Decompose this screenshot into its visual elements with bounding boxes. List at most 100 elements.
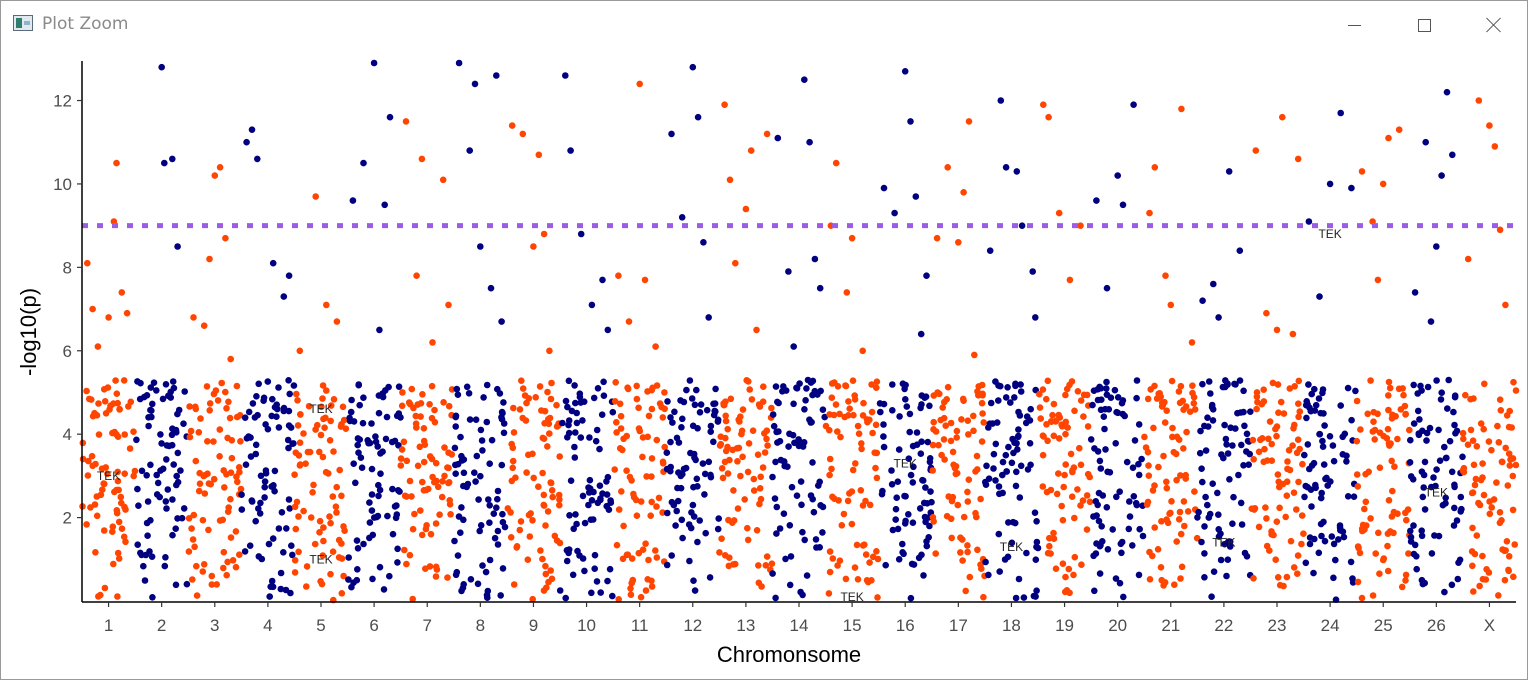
- data-point: [1099, 538, 1106, 545]
- data-point: [880, 421, 887, 428]
- data-point: [624, 551, 632, 558]
- data-point: [673, 434, 681, 442]
- data-point: [674, 484, 681, 492]
- data-point: [102, 464, 110, 471]
- data-point: [556, 453, 563, 460]
- data-point: [826, 426, 833, 434]
- data-point: [97, 491, 105, 499]
- data-point: [868, 381, 875, 388]
- data-point: [225, 504, 232, 511]
- data-point: [754, 451, 762, 459]
- data-point: [1375, 529, 1382, 537]
- data-point: [295, 513, 302, 520]
- data-point: [922, 484, 929, 491]
- data-point: [92, 549, 99, 556]
- data-point: [915, 554, 923, 562]
- data-point: [405, 399, 413, 406]
- data-point: [1011, 394, 1018, 401]
- data-point: [186, 403, 193, 410]
- data-point: [703, 406, 711, 414]
- x-tick-label: 5: [316, 616, 325, 635]
- data-point: [1023, 549, 1030, 557]
- data-point: [949, 448, 957, 456]
- data-point: [1178, 105, 1185, 113]
- data-point: [1158, 399, 1166, 407]
- data-point: [592, 437, 600, 445]
- data-point: [724, 443, 731, 451]
- data-point: [289, 551, 296, 559]
- data-point: [1502, 301, 1509, 309]
- data-point: [290, 440, 297, 447]
- data-point: [623, 467, 630, 475]
- data-point: [947, 419, 955, 427]
- data-point: [639, 546, 647, 553]
- tek-annotation: TEK: [1318, 227, 1341, 241]
- data-point: [1160, 582, 1167, 589]
- data-point: [458, 457, 466, 464]
- data-point: [1176, 399, 1184, 407]
- data-point: [762, 562, 770, 569]
- data-point: [1479, 460, 1486, 467]
- data-point: [457, 529, 464, 536]
- data-point: [100, 480, 107, 487]
- x-tick-label: 19: [1055, 616, 1074, 635]
- data-point: [452, 423, 460, 430]
- data-point: [925, 534, 932, 541]
- data-point: [395, 442, 402, 449]
- data-point: [996, 490, 1003, 498]
- data-point: [458, 504, 465, 511]
- data-point: [1255, 523, 1263, 531]
- data-point: [1141, 433, 1148, 441]
- data-point: [744, 536, 752, 544]
- data-point: [910, 561, 918, 568]
- data-point: [1119, 201, 1127, 209]
- data-point: [1307, 407, 1315, 415]
- data-point: [641, 276, 649, 284]
- data-point: [714, 525, 722, 533]
- data-point: [643, 473, 650, 480]
- data-point: [1163, 484, 1171, 492]
- data-point: [329, 548, 337, 555]
- data-point: [625, 318, 633, 325]
- data-point: [1209, 417, 1217, 424]
- data-point: [291, 557, 299, 564]
- data-point: [310, 481, 317, 489]
- title-bar[interactable]: Plot Zoom: [1, 1, 1527, 47]
- data-point: [1509, 472, 1517, 480]
- data-point: [917, 450, 925, 458]
- data-point: [1060, 483, 1067, 491]
- data-point: [1221, 421, 1228, 429]
- data-point: [216, 426, 224, 433]
- data-point: [857, 487, 865, 494]
- data-point: [1129, 542, 1136, 549]
- data-point: [110, 400, 117, 407]
- data-point: [1380, 432, 1387, 440]
- data-point: [712, 385, 719, 393]
- data-point: [1104, 546, 1112, 553]
- data-point: [970, 412, 977, 420]
- data-point: [1123, 458, 1131, 466]
- data-point: [1133, 394, 1140, 402]
- minimize-button[interactable]: [1331, 7, 1377, 43]
- data-point: [499, 518, 507, 526]
- data-point: [924, 438, 932, 446]
- data-point: [165, 442, 173, 450]
- data-point: [1469, 437, 1477, 445]
- data-point: [121, 431, 128, 438]
- data-point: [854, 576, 862, 583]
- data-point: [1119, 397, 1127, 404]
- data-point: [669, 419, 676, 426]
- data-point: [311, 540, 319, 548]
- data-point: [196, 480, 204, 488]
- data-point: [627, 591, 635, 598]
- data-point: [1369, 218, 1376, 225]
- data-point: [174, 515, 181, 522]
- data-point: [661, 389, 668, 396]
- data-point: [730, 487, 737, 494]
- data-point: [854, 422, 862, 430]
- data-point: [1296, 408, 1304, 415]
- data-point: [536, 383, 544, 390]
- data-point: [216, 453, 223, 460]
- data-point: [1058, 421, 1065, 429]
- maximize-button[interactable]: [1401, 7, 1447, 43]
